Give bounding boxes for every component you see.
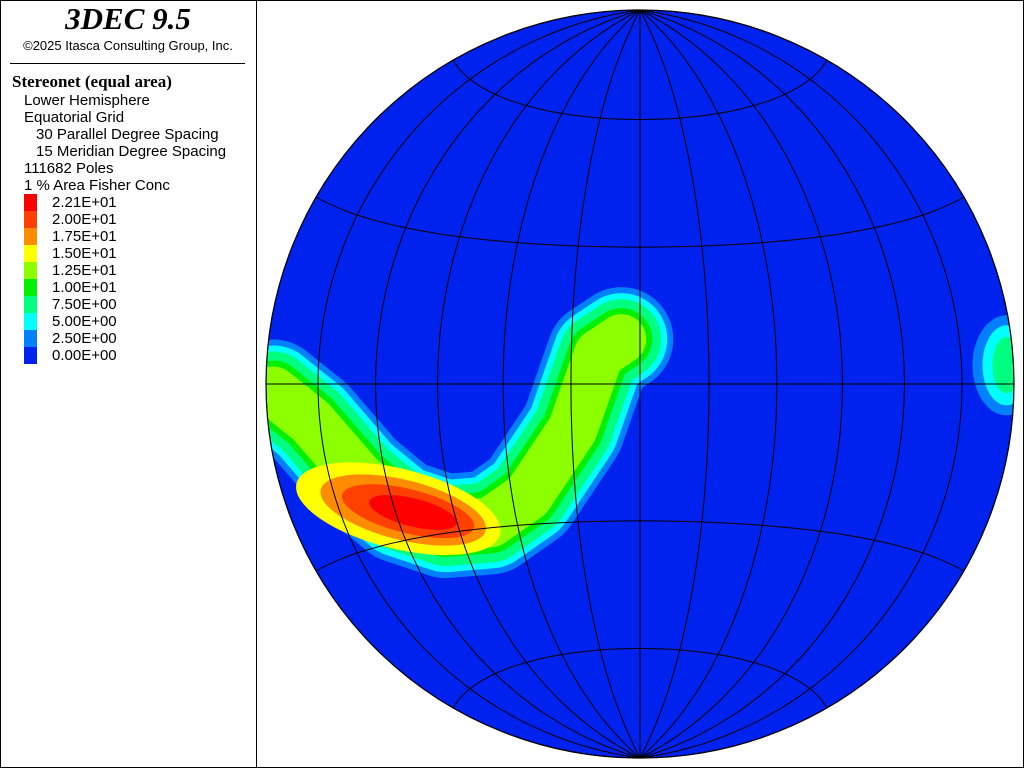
legend-level-label: 0.00E+00 (52, 347, 117, 364)
secondary-cluster-contour (992, 337, 1014, 394)
panel-divider (256, 0, 257, 768)
legend-panel: 3DEC 9.5 ©2025 Itasca Consulting Group, … (0, 0, 256, 768)
parallel-line (315, 520, 965, 572)
plot-title: Stereonet (equal area) (12, 72, 172, 91)
poles-count-label: 111682 Poles (24, 160, 114, 177)
density-contours (266, 287, 1014, 579)
legend-swatch (24, 330, 37, 347)
legend-level-label: 7.50E+00 (52, 296, 117, 313)
legend-level-label: 2.21E+01 (52, 194, 117, 211)
net-outline (265, 9, 1015, 759)
legend-level-label: 1.25E+01 (52, 262, 117, 279)
legend-level-label: 2.50E+00 (52, 330, 117, 347)
parallel-line (452, 59, 828, 120)
app-title: 3DEC 9.5 (65, 1, 191, 36)
stereonet-plot (265, 9, 1015, 759)
legend-swatch (24, 347, 37, 364)
contour-method-label: 1 % Area Fisher Conc (24, 177, 170, 194)
legend-swatch (24, 262, 37, 279)
meridian-spacing-label: 15 Meridian Degree Spacing (36, 143, 227, 160)
grid-type-label: Equatorial Grid (24, 109, 125, 126)
copyright-text: ©2025 Itasca Consulting Group, Inc. (23, 38, 233, 53)
legend-level-label: 5.00E+00 (52, 313, 117, 330)
legend-swatch (24, 296, 37, 313)
legend-level-label: 1.50E+01 (52, 245, 117, 262)
parallel-line (452, 648, 828, 709)
legend-swatch (24, 313, 37, 330)
hemisphere-label: Lower Hemisphere (24, 92, 150, 109)
legend-swatch (24, 245, 37, 262)
density-peak-contour (369, 495, 457, 530)
legend-level-label: 2.00E+01 (52, 211, 117, 228)
legend-swatch (24, 194, 37, 211)
parallel-line (315, 196, 965, 248)
legend-swatch (24, 211, 37, 228)
legend-level-label: 1.00E+01 (52, 279, 117, 296)
legend-level-label: 1.75E+01 (52, 228, 117, 245)
legend-divider (10, 63, 245, 64)
legend-swatch (24, 228, 37, 245)
parallel-spacing-label: 30 Parallel Degree Spacing (36, 126, 219, 143)
legend-swatch (24, 279, 37, 296)
